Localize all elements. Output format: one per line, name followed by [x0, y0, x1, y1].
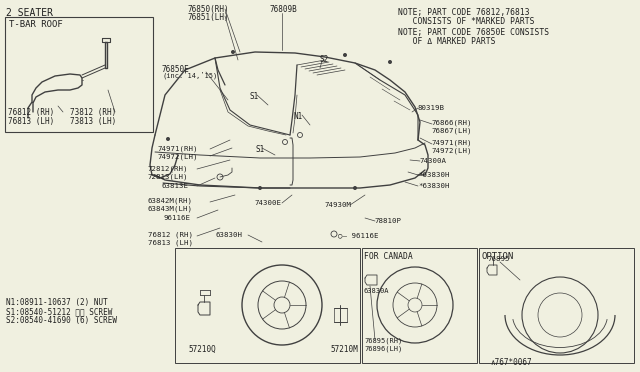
Text: OF Δ MARKED PARTS: OF Δ MARKED PARTS: [398, 37, 495, 46]
Text: S2:08540-41690 (6) SCREW: S2:08540-41690 (6) SCREW: [6, 316, 117, 325]
Text: 72812(RH): 72812(RH): [148, 165, 189, 171]
Text: 74972(LH): 74972(LH): [432, 148, 472, 154]
Text: *63830H: *63830H: [418, 183, 449, 189]
Text: *63830H: *63830H: [418, 172, 449, 178]
Text: 63842M(RH): 63842M(RH): [148, 198, 193, 205]
Text: N1:08911-10637 (2) NUT: N1:08911-10637 (2) NUT: [6, 298, 108, 307]
Text: NOTE; PART CODE 76850E CONSISTS: NOTE; PART CODE 76850E CONSISTS: [398, 28, 549, 37]
Circle shape: [388, 60, 392, 64]
Circle shape: [258, 186, 262, 190]
Text: 76813 (LH): 76813 (LH): [148, 240, 193, 247]
Text: (inc.̔14,̔15): (inc.̔14,̔15): [162, 73, 217, 80]
Text: 74300E: 74300E: [255, 200, 282, 206]
Text: 76850(RH): 76850(RH): [188, 5, 230, 14]
Text: 74300A: 74300A: [420, 158, 447, 164]
Text: 76866(RH): 76866(RH): [432, 120, 472, 126]
Circle shape: [343, 53, 347, 57]
Text: FOR CANADA: FOR CANADA: [364, 252, 413, 261]
Text: S2: S2: [320, 55, 329, 64]
Text: 2 SEATER: 2 SEATER: [6, 8, 53, 18]
Text: S1:08540-51212 ①② SCREW: S1:08540-51212 ①② SCREW: [6, 307, 113, 316]
Text: 76813 (LH): 76813 (LH): [8, 117, 54, 126]
Text: ○— 96116E: ○— 96116E: [338, 232, 378, 238]
Text: 57210M: 57210M: [330, 345, 358, 354]
Text: 63830A: 63830A: [364, 288, 390, 294]
Text: 76850E: 76850E: [162, 65, 189, 74]
Text: S1: S1: [255, 145, 264, 154]
Text: 76895(RH): 76895(RH): [364, 338, 403, 344]
Text: 74930M: 74930M: [325, 202, 352, 208]
Text: 73813 (LH): 73813 (LH): [70, 117, 116, 126]
Text: ∧767*0067: ∧767*0067: [490, 358, 532, 367]
Text: 76851(LH): 76851(LH): [188, 13, 230, 22]
Bar: [175, 248, 360, 363]
Text: CONSISTS OF *MARKED PARTS: CONSISTS OF *MARKED PARTS: [398, 17, 534, 26]
Bar: [479, 248, 634, 363]
Text: 76867(LH): 76867(LH): [432, 128, 472, 135]
Text: 63843M(LH): 63843M(LH): [148, 206, 193, 212]
Text: 78810P: 78810P: [375, 218, 402, 224]
Text: 72813(LH): 72813(LH): [148, 173, 189, 180]
Text: 80319B: 80319B: [418, 105, 445, 111]
Bar: [362, 248, 477, 363]
Text: 74972(LH): 74972(LH): [158, 153, 198, 160]
Circle shape: [353, 186, 357, 190]
Text: 63830H: 63830H: [216, 232, 243, 238]
Text: OPTION: OPTION: [481, 252, 513, 261]
Text: 76812 (RH): 76812 (RH): [148, 232, 193, 238]
Text: N1: N1: [293, 112, 302, 121]
Text: 74971(RH): 74971(RH): [432, 140, 472, 147]
Text: 76812 (RH): 76812 (RH): [8, 108, 54, 117]
Text: 63813E: 63813E: [162, 183, 189, 189]
Text: 57210Q: 57210Q: [188, 345, 216, 354]
Text: NOTE; PART CODE 76812,76813: NOTE; PART CODE 76812,76813: [398, 8, 530, 17]
Circle shape: [166, 137, 170, 141]
Circle shape: [231, 50, 235, 54]
Text: S1: S1: [250, 92, 259, 101]
Text: 76896(LH): 76896(LH): [364, 346, 403, 353]
Text: 76809B: 76809B: [270, 5, 298, 14]
Text: T-BAR ROOF: T-BAR ROOF: [9, 20, 63, 29]
Text: 73812 (RH): 73812 (RH): [70, 108, 116, 117]
Text: 76895: 76895: [488, 256, 511, 262]
Bar: [5, 17, 153, 132]
Text: 74971(RH): 74971(RH): [158, 145, 198, 151]
Text: 96116E: 96116E: [163, 215, 190, 221]
